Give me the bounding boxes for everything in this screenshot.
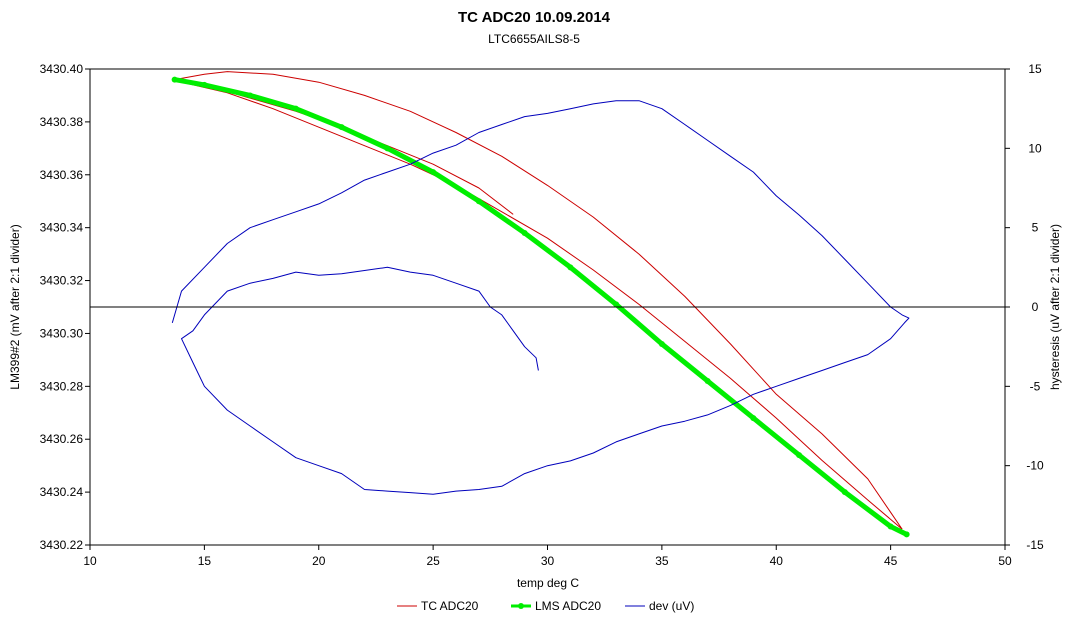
- y2-axis-title: hysteresis (uV after 2:1 divider): [1048, 224, 1062, 390]
- y-tick-label: 3430.26: [40, 432, 84, 446]
- series-lms-adc20-line: [174, 77, 908, 537]
- x-tick-label: 40: [770, 554, 784, 568]
- series-lms-adc20-point: [704, 378, 711, 385]
- series-lms-adc20-point: [521, 229, 528, 236]
- series-lms-adc20-point: [338, 124, 345, 131]
- chart-title: TC ADC20 10.09.2014: [458, 9, 611, 26]
- series-lms-adc20-point: [247, 92, 254, 99]
- x-tick-label: 15: [198, 554, 212, 568]
- x-axis-title: temp deg C: [517, 576, 579, 590]
- series-lms-adc20-point: [750, 415, 757, 422]
- series-layer: [171, 71, 910, 538]
- series-tc-adc20-line: [174, 71, 903, 530]
- y2-tick-label: 5: [1032, 221, 1039, 235]
- x-tick-label: 20: [312, 554, 326, 568]
- series-lms-adc20-point: [903, 531, 910, 538]
- series-lms-adc20-point: [796, 452, 803, 459]
- y-tick-label: 3430.28: [40, 379, 84, 393]
- series-lms-adc20-point: [384, 145, 391, 152]
- legend-label-lms-adc20: LMS ADC20: [535, 599, 601, 613]
- legend-label-tc-adc20: TC ADC20: [421, 599, 479, 613]
- legend-marker-lms-adc20: [518, 603, 524, 609]
- legend-label-dev-uv: dev (uV): [649, 599, 694, 613]
- y-tick-label: 3430.22: [40, 538, 84, 552]
- y2-tick-label: 15: [1028, 62, 1042, 76]
- x-tick-label: 35: [655, 554, 669, 568]
- y-tick-label: 3430.30: [40, 326, 84, 340]
- series-tc-adc20-line: [176, 79, 514, 215]
- series-tc-adc20-line: [176, 79, 903, 530]
- x-tick-label: 50: [998, 554, 1012, 568]
- y-axis-title: LM399#2 (mV after 2:1 divider): [8, 224, 22, 389]
- y2-tick-label: -10: [1026, 459, 1044, 473]
- series-lms-adc20-point: [201, 81, 208, 88]
- x-tick-label: 30: [541, 554, 555, 568]
- y2-tick-label: -15: [1026, 538, 1044, 552]
- series-lms-adc20-point: [841, 489, 848, 496]
- y-tick-label: 3430.34: [40, 221, 84, 235]
- y2-tick-label: 0: [1032, 300, 1039, 314]
- series-lms-adc20-point: [475, 198, 482, 205]
- y-tick-label: 3430.36: [40, 168, 84, 182]
- series-lms-adc20-point: [567, 264, 574, 271]
- series-lms-adc20-point: [292, 105, 299, 112]
- series-lms-adc20-point: [171, 76, 178, 83]
- chart-subtitle: LTC6655AILS8-5: [488, 32, 580, 46]
- series-lms-adc20-point: [613, 301, 620, 308]
- axes-layer: 10 15 20 25 30 35 40 45 503430.223430.243430.263…: [40, 62, 1044, 568]
- y2-tick-label: -5: [1030, 379, 1041, 393]
- y2-tick-label: 10: [1028, 141, 1042, 155]
- y-tick-label: 3430.24: [40, 485, 84, 499]
- series-dev-uv-line: [171, 100, 910, 495]
- legend: TC ADC20 LMS ADC20 dev (uV): [397, 599, 694, 613]
- x-tick-label: 25: [426, 554, 440, 568]
- y-tick-label: 3430.38: [40, 115, 84, 129]
- series-lms-adc20-point: [887, 523, 894, 530]
- series-lms-adc20-point: [430, 169, 437, 176]
- y-tick-label: 3430.32: [40, 274, 84, 288]
- x-tick-label: 10: [83, 554, 97, 568]
- x-tick-label: 45: [884, 554, 898, 568]
- y-tick-label: 3430.40: [40, 62, 84, 76]
- series-lms-adc20-point: [658, 341, 665, 348]
